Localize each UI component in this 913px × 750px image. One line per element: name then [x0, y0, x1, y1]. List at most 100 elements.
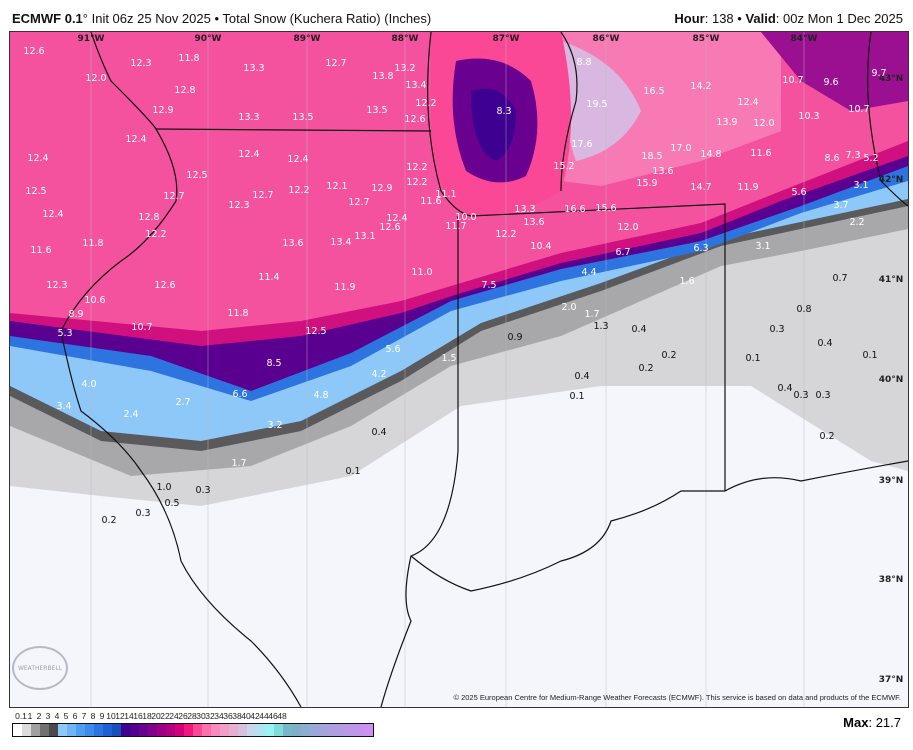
snow-amount-label: 0.1: [862, 350, 877, 361]
snow-amount-label: 12.4: [737, 97, 758, 108]
snow-amount-label: 11.7: [445, 221, 466, 232]
snow-amount-label: 10.0: [455, 212, 476, 223]
snow-amount-label: 11.8: [82, 238, 103, 249]
latitude-label: 42°N: [879, 175, 904, 185]
snow-amount-label: 16.5: [643, 86, 664, 97]
valid-value: : 00z Mon 1 Dec 2025: [775, 11, 903, 26]
legend-tick: 40: [241, 711, 251, 721]
snow-amount-label: 14.2: [690, 81, 711, 92]
snow-amount-label: 8.6: [824, 153, 839, 164]
longitude-label: 86°W: [593, 34, 620, 44]
snow-amount-label: 12.2: [145, 229, 166, 240]
latitude-label: 39°N: [879, 476, 904, 486]
snow-amount-label: 8.9: [68, 309, 83, 320]
snow-amount-label: 0.2: [819, 431, 834, 442]
snow-amount-label: 17.0: [670, 143, 691, 154]
latitude-labels: 43°N 42°N 41°N 40°N 39°N 38°N 37°N: [879, 74, 904, 685]
snow-amount-label: 12.9: [152, 105, 173, 116]
legend-swatch: [184, 724, 193, 736]
snow-amount-label: 6.6: [232, 389, 247, 400]
legend-swatch: [58, 724, 67, 736]
snow-amount-label: 12.2: [415, 98, 436, 109]
latitude-label: 40°N: [879, 375, 904, 385]
snow-amount-label: 12.1: [326, 181, 347, 192]
legend-swatch: [301, 724, 310, 736]
color-legend: 0.1 1 2 3 4 5 6 7 8 9 10 12 14 16 18 20 22 24 26 28 30 32 34 36…: [12, 711, 374, 737]
snow-amount-label: 0.3: [135, 508, 150, 519]
legend-tick: 6: [72, 711, 78, 721]
legend-tick: 2: [36, 711, 42, 721]
legend-swatch: [148, 724, 157, 736]
snow-amount-label: 13.3: [243, 63, 264, 74]
snow-amount-label: 0.4: [574, 371, 589, 382]
snow-amount-label: 11.9: [737, 182, 758, 193]
legend-swatch: [238, 724, 247, 736]
legend-swatch: [328, 724, 337, 736]
valid-label: Valid: [745, 11, 776, 26]
snow-amount-label: 5.3: [57, 328, 72, 339]
snow-amount-label: 0.3: [815, 390, 830, 401]
northeast-purple: [761, 32, 908, 111]
snow-amount-label: 4.4: [581, 267, 596, 278]
legend-tick: 48: [277, 711, 287, 721]
legend-tick: 24: [169, 711, 179, 721]
snow-amount-label: 13.6: [652, 166, 673, 177]
map-canvas: 91°W 90°W 89°W 88°W 87°W 86°W 85°W 84°W 43°N 42°…: [10, 32, 908, 707]
snow-amount-label: 12.0: [753, 118, 774, 129]
snow-amount-label: 13.8: [372, 71, 393, 82]
snow-amount-label: 12.2: [495, 229, 516, 240]
snow-amount-label: 17.6: [571, 139, 592, 150]
snow-amount-label: 4.8: [313, 390, 328, 401]
legend-color-bar: [12, 723, 374, 737]
legend-swatch: [31, 724, 40, 736]
legend-swatch: [76, 724, 85, 736]
legend-tick: 20: [151, 711, 161, 721]
legend-swatch: [364, 724, 373, 736]
legend-tick: 16: [133, 711, 143, 721]
snow-amount-label: 12.7: [163, 191, 184, 202]
legend-swatch: [103, 724, 112, 736]
graticule: [90, 32, 805, 707]
snow-amount-label: 0.4: [777, 383, 792, 394]
snow-amount-label: 5.6: [385, 344, 400, 355]
snow-amount-label: 12.7: [252, 190, 273, 201]
snow-amount-label: 9.6: [823, 77, 838, 88]
legend-swatch: [13, 724, 22, 736]
snow-amount-label: 12.4: [287, 154, 308, 165]
legend-tick: 8: [90, 711, 96, 721]
snow-amount-label: 10.7: [131, 322, 152, 333]
snow-amount-label: 12.5: [25, 186, 46, 197]
snow-amount-label: 0.2: [661, 350, 676, 361]
snow-amount-label: 0.3: [195, 485, 210, 496]
snow-amount-label: 0.8: [796, 304, 811, 315]
copyright-notice: © 2025 European Centre for Medium-Range …: [453, 693, 901, 702]
legend-tick: 22: [160, 711, 170, 721]
snow-amount-label: 0.9: [507, 332, 522, 343]
legend-tick: 26: [178, 711, 188, 721]
snow-amount-label: 10.4: [530, 241, 551, 252]
snow-amount-label: 4.2: [371, 369, 386, 380]
snow-amount-label: 2.0: [561, 302, 576, 313]
snow-amount-label: 12.3: [228, 200, 249, 211]
snow-amount-label: 13.6: [523, 217, 544, 228]
legend-swatch: [310, 724, 319, 736]
longitude-label: 84°W: [791, 34, 818, 44]
legend-tick: 30: [196, 711, 206, 721]
legend-swatch: [130, 724, 139, 736]
snow-amount-label: 12.0: [85, 73, 106, 84]
legend-tick: 12: [115, 711, 125, 721]
legend-swatch: [157, 724, 166, 736]
snow-amount-label: 15.9: [636, 178, 657, 189]
snow-amount-label: 0.3: [769, 324, 784, 335]
snow-amount-label: 19.5: [586, 99, 607, 110]
longitude-label: 87°W: [493, 34, 520, 44]
snow-amount-label: 14.8: [700, 149, 721, 160]
snow-amount-label: 14.7: [690, 182, 711, 193]
snow-amount-label: 0.1: [345, 466, 360, 477]
legend-tick: 28: [187, 711, 197, 721]
lavender-area: [561, 41, 641, 161]
snow-amount-label: 13.4: [330, 237, 351, 248]
legend-swatch: [85, 724, 94, 736]
snow-amount-label: 12.5: [305, 326, 326, 337]
snowfall-map[interactable]: 91°W 90°W 89°W 88°W 87°W 86°W 85°W 84°W 43°N 42°…: [9, 31, 909, 708]
